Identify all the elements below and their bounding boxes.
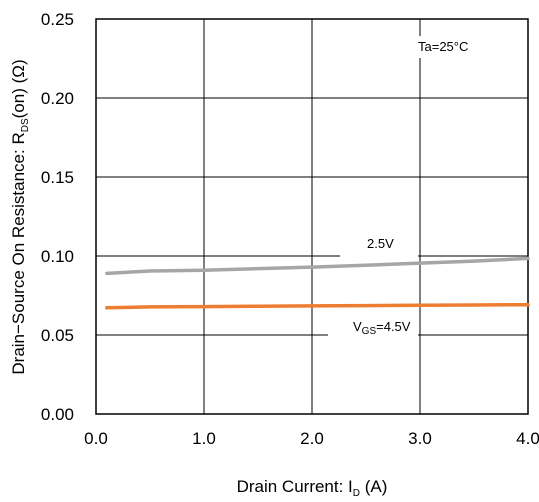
y-tick-label: 0.15 [41,168,74,187]
y-tick-label: 0.25 [41,10,74,29]
y-axis-title-main: Drain−Source On Resistance: R [9,132,28,374]
x-tick-labels: 0.0 1.0 2.0 3.0 4.0 [84,429,539,448]
label-vgs45: VGS=4.5V [353,319,411,337]
label-vgs45-main: V [353,319,362,334]
y-axis-title-unit: (on) (Ω) [9,59,28,118]
annotations: Ta=25°C 2.5V VGS=4.5V [328,36,496,339]
y-tick-label: 0.10 [41,247,74,266]
x-tick-label: 2.0 [300,429,324,448]
series-layer [105,256,530,310]
x-tick-label: 4.0 [516,429,539,448]
x-tick-label: 3.0 [408,429,432,448]
x-axis-title-unit: (A) [360,477,387,496]
plot-frame [95,18,529,415]
label-vgs45-rest: =4.5V [376,319,411,334]
x-tick-label: 0.0 [84,429,108,448]
y-tick-label: 0.00 [41,405,74,424]
y-axis-title: Drain−Source On Resistance: RDS(on) (Ω) [9,59,31,374]
x-axis-title-main: Drain Current: I [237,477,353,496]
y-axis-title-sub: DS [20,118,31,132]
series-line-vgs-4-5v [105,302,530,310]
y-tick-label: 0.05 [41,326,74,345]
grid [96,19,528,414]
temperature-label: Ta=25°C [418,39,468,54]
x-tick-label: 1.0 [192,429,216,448]
temperature-label-bg [410,36,496,58]
label-vgs45-sub: GS [362,326,377,337]
series-line-2-5v [105,256,530,276]
y-tick-label: 0.20 [41,89,74,108]
y-tick-labels: 0.00 0.05 0.10 0.15 0.20 0.25 [41,10,74,424]
x-axis-title-sub: D [353,488,360,499]
label-25v: 2.5V [367,236,394,251]
label-vgs45-bg [328,313,418,339]
x-axis-title: Drain Current: ID (A) [237,477,388,499]
label-25v-bg [340,232,418,258]
